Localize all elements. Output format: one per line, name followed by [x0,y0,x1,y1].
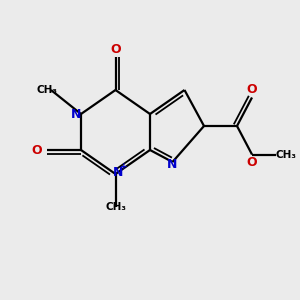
Text: O: O [247,155,257,169]
Text: O: O [31,143,42,157]
Text: CH₃: CH₃ [105,202,126,212]
Text: N: N [167,158,178,171]
Text: CH₃: CH₃ [36,85,57,95]
Text: N: N [113,166,124,179]
Text: N: N [71,107,82,121]
Text: O: O [110,43,121,56]
Text: +: + [120,162,128,171]
Text: O: O [247,83,257,97]
Text: CH₃: CH₃ [275,149,296,160]
